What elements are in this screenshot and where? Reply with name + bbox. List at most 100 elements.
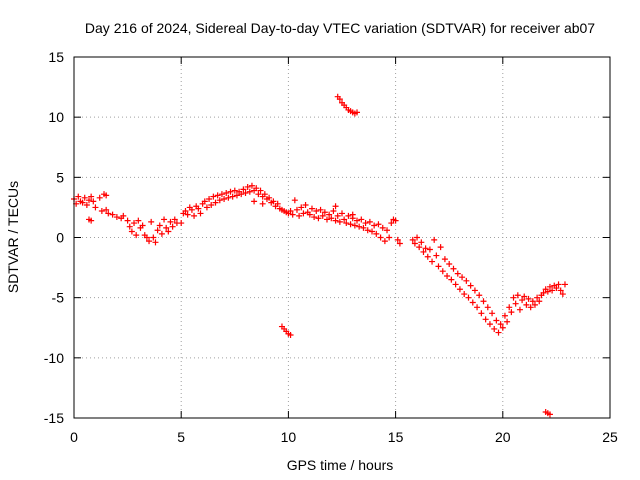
data-point [336,218,343,225]
gridlines [74,57,610,418]
data-point [474,304,481,311]
data-point [559,291,566,298]
chart-title: Day 216 of 2024, Sidereal Day-to-day VTE… [85,20,595,36]
data-point [178,220,185,227]
data-point [392,217,399,224]
data-point [546,411,553,418]
data-point [88,217,95,224]
data-point [317,206,324,213]
data-point [465,294,472,301]
data-point [424,253,431,260]
axis-ticks [73,56,611,419]
data-point [330,208,337,215]
data-point [88,193,95,200]
data-point [274,200,281,207]
data-point [549,287,556,294]
y-tick-labels: -15 -10 -5 0 5 10 15 [44,49,64,426]
data-point [133,232,140,239]
data-point [531,301,538,308]
data-point [98,208,105,215]
y-tick-label: 5 [56,169,64,185]
data-point [349,211,356,218]
data-point [360,224,367,231]
data-point [96,194,103,201]
data-point [521,293,528,300]
data-point [409,236,416,243]
data-point [293,206,300,213]
data-point [75,193,82,200]
data-point [171,216,178,223]
data-point [394,236,401,243]
data-point [161,216,168,223]
data-point [459,274,466,281]
data-point [158,230,165,237]
data-point [356,223,363,230]
data-point [79,199,86,206]
data-point [536,298,543,305]
data-point [148,218,155,225]
data-point [418,239,425,246]
data-point [386,234,393,241]
data-point [103,206,110,213]
y-tick-label: -15 [44,410,64,426]
data-point [420,248,427,255]
data-point [298,204,305,211]
data-point [184,211,191,218]
data-point [221,195,228,202]
data-point [354,109,361,116]
data-point [323,216,330,223]
data-point [484,304,491,311]
data-point [362,220,369,227]
data-point [439,268,446,275]
data-point [270,198,277,205]
y-tick-label: -5 [52,290,65,306]
data-point [257,187,264,194]
data-point [169,223,176,230]
data-point [414,234,421,241]
data-point [255,191,262,198]
data-point [216,197,223,204]
y-tick-label: 15 [48,49,64,65]
x-tick-label: 20 [495,429,511,445]
data-point [315,215,322,222]
data-point [495,329,502,336]
data-point [523,301,530,308]
data-point [506,304,513,311]
data-point [456,286,463,293]
data-point [546,283,553,290]
data-point [534,294,541,301]
x-tick-labels: 0 5 10 15 20 25 [70,429,618,445]
data-point [218,191,225,198]
data-point [182,208,189,215]
data-point [437,244,444,251]
x-tick-label: 10 [281,429,297,445]
data-point [347,221,354,228]
data-point [519,297,526,304]
data-point [369,228,376,235]
y-tick-label: 0 [56,230,64,246]
data-point [152,239,159,246]
data-point [206,195,213,202]
data-point [259,200,266,207]
data-point [201,198,208,205]
data-point [411,240,418,247]
data-point [154,227,161,234]
data-point [345,212,352,219]
data-point [156,222,163,229]
data-point [388,220,395,227]
data-point [454,270,461,277]
data-point [291,197,298,204]
data-point [150,234,157,241]
data-point [203,204,210,211]
data-point [167,218,174,225]
data-point [452,281,459,288]
data-point [371,222,378,229]
data-point [289,211,296,218]
data-point [516,306,523,313]
data-point [497,321,504,328]
data-point [139,222,146,229]
data-point [416,244,423,251]
data-point [461,291,468,298]
data-point [191,212,198,219]
